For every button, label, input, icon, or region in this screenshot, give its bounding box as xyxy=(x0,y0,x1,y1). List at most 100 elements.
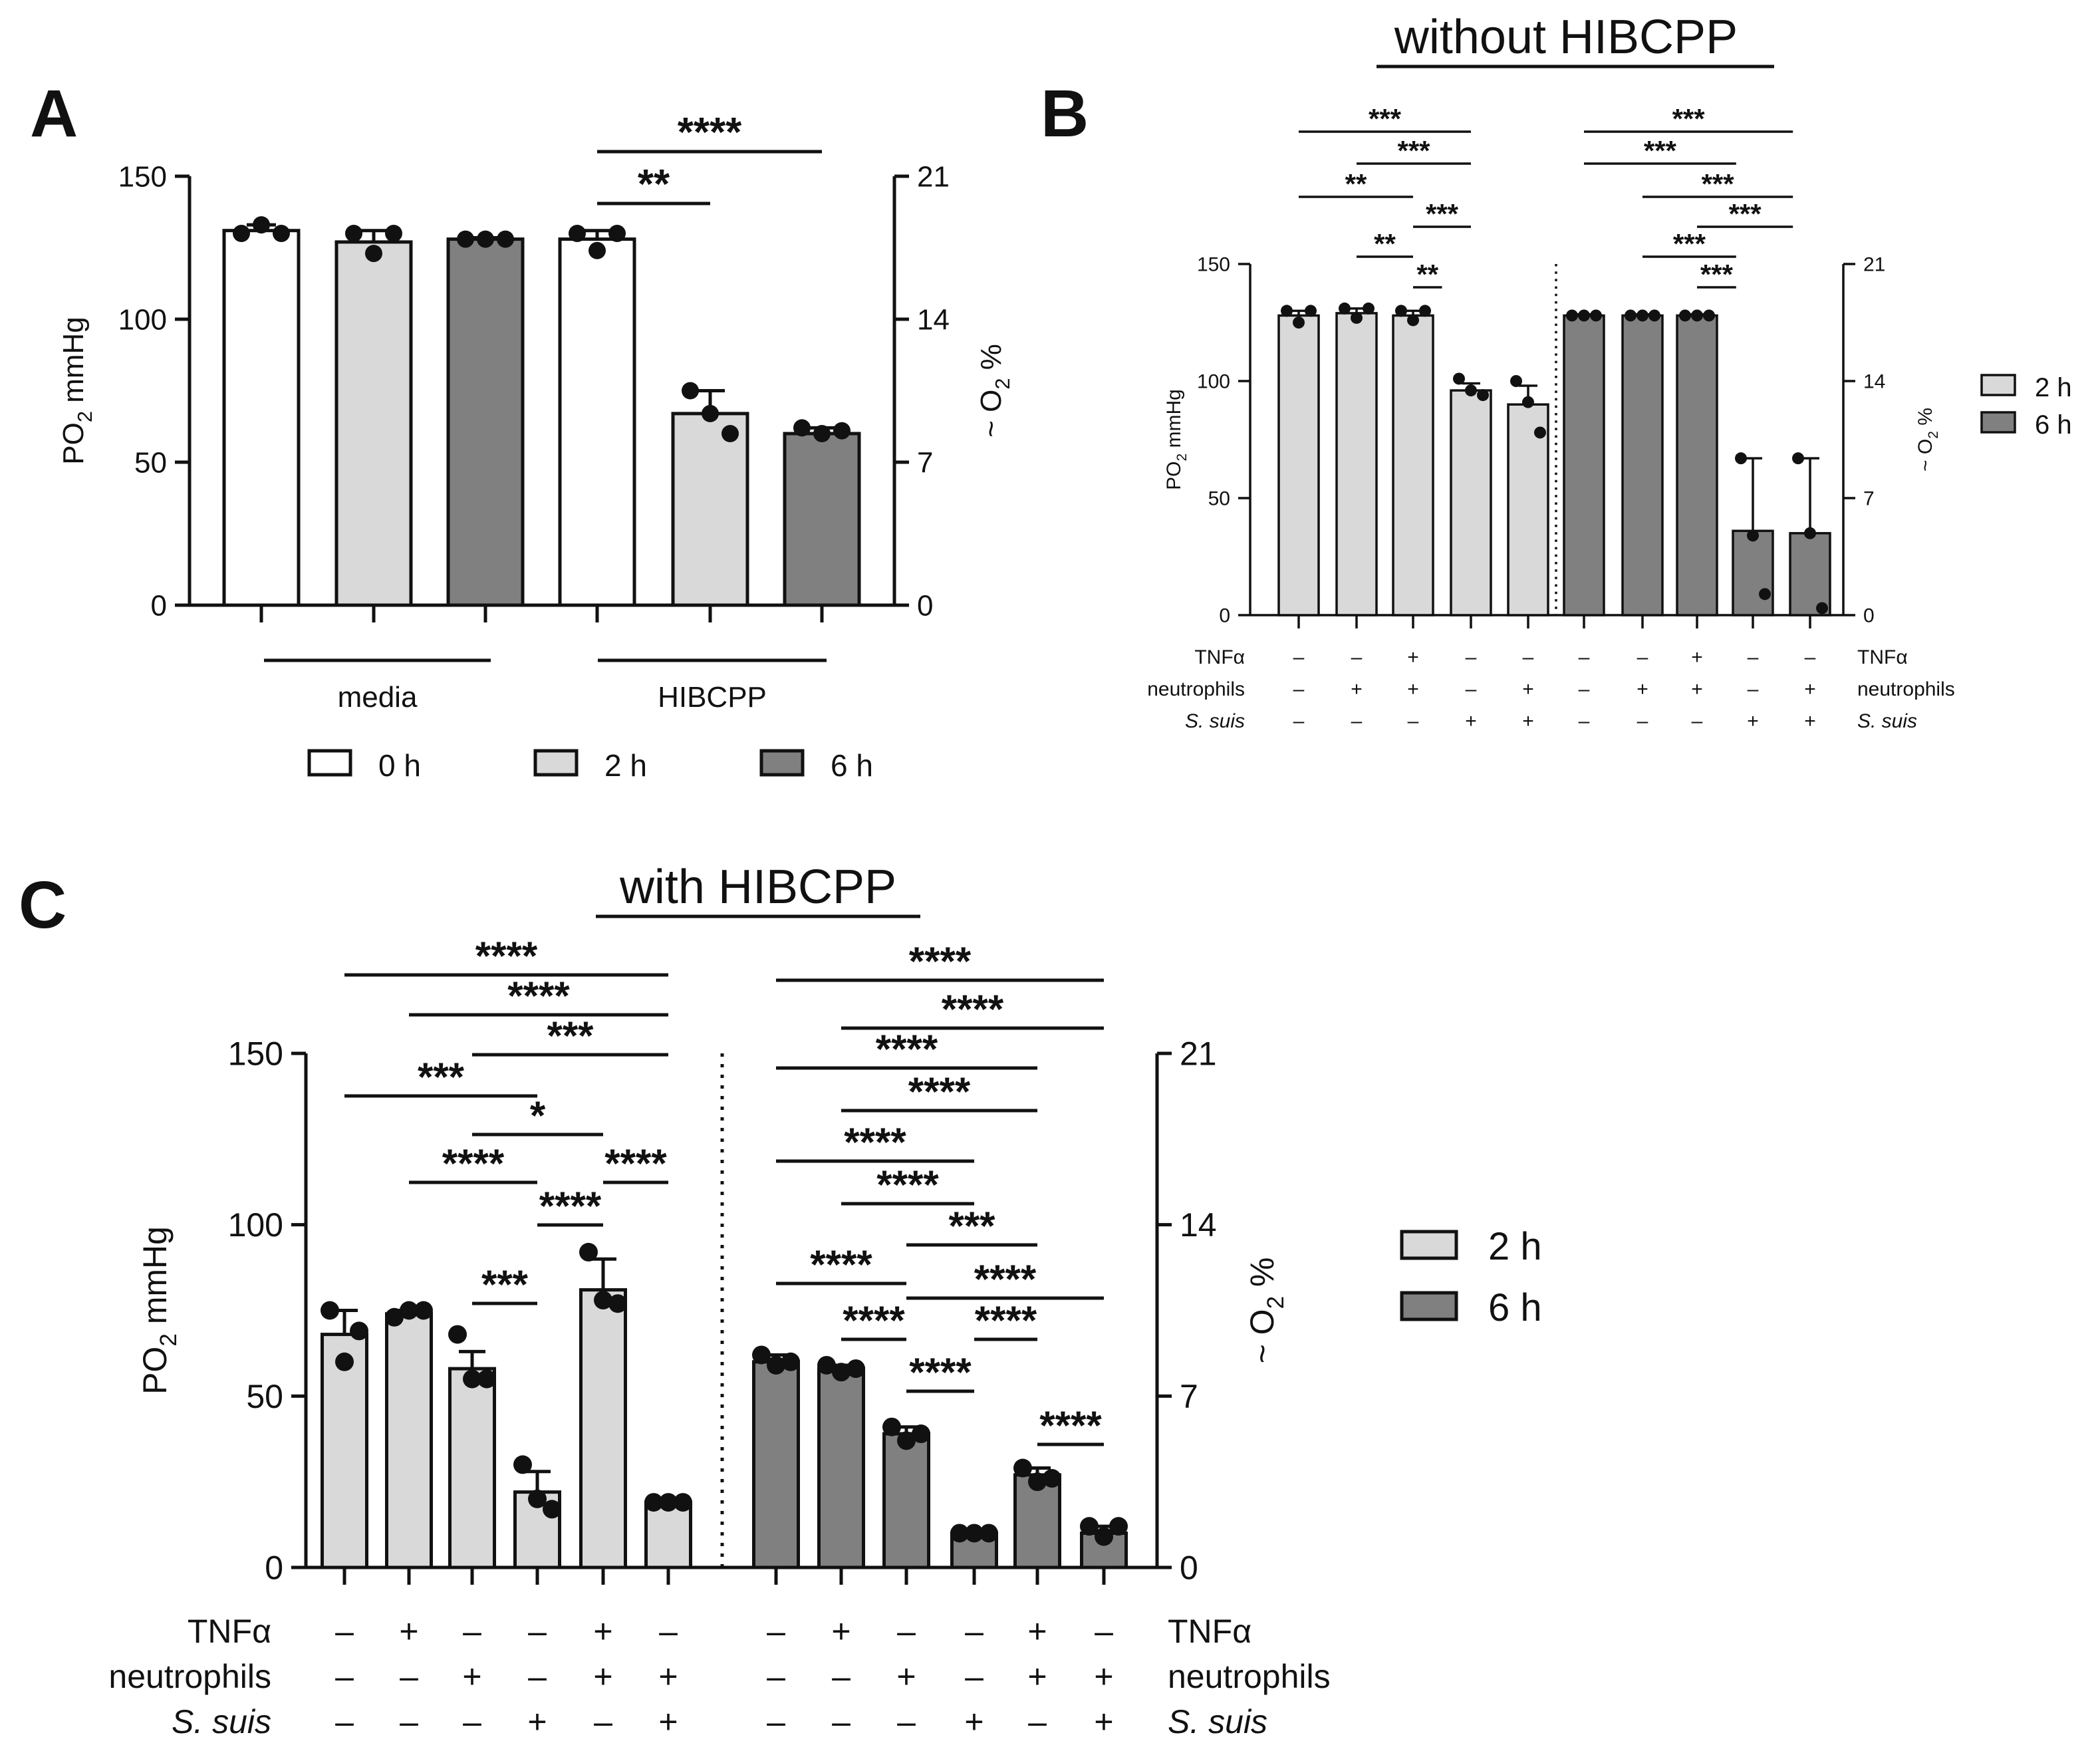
significance-label: **** xyxy=(507,974,570,1018)
data-point xyxy=(781,1352,800,1371)
significance-label: *** xyxy=(1644,135,1677,166)
data-point xyxy=(644,1493,663,1512)
data-point xyxy=(1080,1517,1099,1536)
treatment-label-right: TNFα xyxy=(1857,646,1908,668)
treatment-sign: – xyxy=(1408,710,1419,732)
data-point xyxy=(702,404,719,422)
y-tick-label: 50 xyxy=(246,1378,283,1415)
y-tick-label: 150 xyxy=(228,1035,283,1073)
data-point xyxy=(414,1301,433,1320)
y2-tick-label: 21 xyxy=(1863,254,1885,276)
data-point xyxy=(1453,372,1465,385)
data-point xyxy=(767,1355,785,1375)
data-point xyxy=(273,225,290,242)
treatment-sign: + xyxy=(1027,1658,1047,1695)
legend-label: 6 h xyxy=(831,748,873,783)
bar xyxy=(1450,389,1492,616)
y-axis-title-main: PO xyxy=(57,422,90,465)
data-point xyxy=(682,382,699,400)
data-point xyxy=(1679,309,1691,322)
data-point xyxy=(335,1352,354,1371)
data-point xyxy=(1703,309,1715,322)
bar xyxy=(644,1500,692,1569)
data-point xyxy=(1395,305,1407,317)
significance-label: **** xyxy=(942,987,1004,1031)
y2-axis-title-unit: % xyxy=(1244,1258,1281,1296)
data-point xyxy=(722,425,739,442)
data-point xyxy=(1510,375,1522,387)
treatment-sign: + xyxy=(658,1658,678,1695)
data-point xyxy=(817,1355,836,1375)
treatment-sign: + xyxy=(1351,678,1363,700)
y-axis-title: PO2 mmHg xyxy=(1163,389,1190,490)
treatment-sign: – xyxy=(1351,646,1363,668)
data-point xyxy=(1339,302,1351,315)
data-point xyxy=(674,1493,692,1512)
treatment-sign: + xyxy=(1407,678,1419,700)
significance-label: *** xyxy=(1700,259,1734,290)
treatment-sign: – xyxy=(1637,710,1648,732)
data-point xyxy=(897,1431,916,1450)
treatment-sign: – xyxy=(1523,646,1534,668)
treatment-sign: – xyxy=(1293,710,1305,732)
data-point xyxy=(832,1363,851,1382)
legend-swatch xyxy=(533,749,579,777)
data-point xyxy=(752,1345,771,1365)
group-label: media xyxy=(338,681,418,714)
treatment-sign: + xyxy=(1691,646,1703,668)
data-point xyxy=(980,1524,998,1543)
bar xyxy=(448,1367,496,1569)
treatment-sign: – xyxy=(767,1613,785,1650)
treatment-sign: – xyxy=(1293,678,1305,700)
data-point xyxy=(793,419,811,437)
treatment-sign: – xyxy=(1579,646,1590,668)
data-point xyxy=(589,241,606,259)
data-point xyxy=(1759,588,1771,601)
bar xyxy=(1392,314,1434,616)
data-point xyxy=(528,1489,547,1508)
panel-c-title: with HIBCPP xyxy=(619,861,896,914)
y2-axis-title-unit: % xyxy=(975,344,1007,378)
treatment-sign: + xyxy=(1637,678,1648,700)
significance-label: *** xyxy=(1369,103,1402,134)
data-point xyxy=(912,1424,930,1444)
treatment-sign: – xyxy=(400,1703,418,1740)
treatment-sign: – xyxy=(1293,646,1305,668)
significance-label: **** xyxy=(1039,1403,1102,1448)
treatment-sign: – xyxy=(965,1613,984,1650)
treatment-label-left: neutrophils xyxy=(1147,678,1245,700)
data-point xyxy=(1691,309,1703,322)
data-point xyxy=(365,245,382,263)
data-point xyxy=(1013,1458,1032,1478)
data-point xyxy=(543,1500,561,1519)
data-point xyxy=(463,1369,481,1389)
data-point xyxy=(1095,1527,1113,1546)
significance-label: ** xyxy=(1416,259,1438,290)
significance-label: **** xyxy=(909,939,972,984)
legend-swatch xyxy=(759,749,805,777)
significance-label: **** xyxy=(843,1298,905,1343)
legend-label: 6 h xyxy=(2035,410,2072,440)
significance-label: **** xyxy=(908,1069,971,1114)
significance-label: *** xyxy=(1672,103,1706,134)
bar xyxy=(671,412,749,607)
y-axis-title-unit: mmHg xyxy=(57,317,90,411)
data-point xyxy=(1477,389,1489,402)
treatment-label-left: TNFα xyxy=(1194,646,1245,668)
data-point xyxy=(882,1417,901,1436)
treatment-sign: – xyxy=(1095,1613,1113,1650)
data-point xyxy=(950,1524,969,1543)
data-point xyxy=(1522,396,1534,408)
legend-swatch xyxy=(1400,1291,1458,1321)
data-point xyxy=(813,425,831,442)
treatment-sign: + xyxy=(527,1703,547,1740)
data-point xyxy=(1816,602,1828,614)
data-point xyxy=(1407,314,1419,327)
treatment-sign: + xyxy=(399,1613,418,1650)
data-point xyxy=(1293,317,1305,329)
data-point xyxy=(1305,305,1317,317)
treatment-sign: – xyxy=(965,1658,984,1695)
treatment-sign: – xyxy=(1579,678,1590,700)
significance-label: * xyxy=(530,1093,546,1138)
